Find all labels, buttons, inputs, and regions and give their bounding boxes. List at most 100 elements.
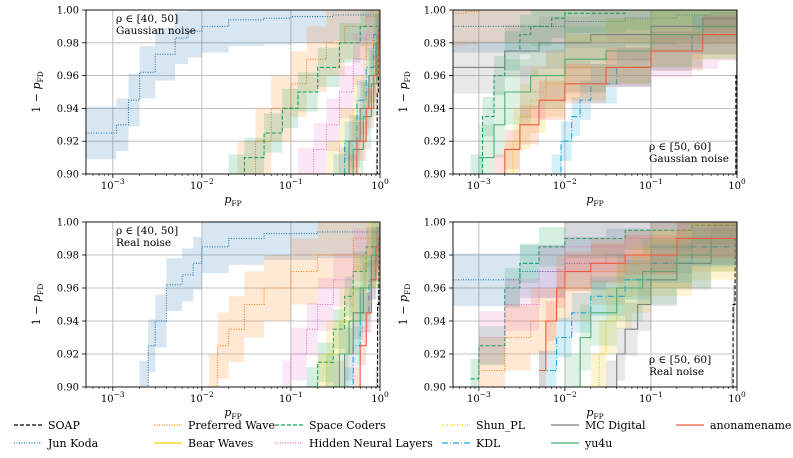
y-tick-label: 0.92: [57, 137, 79, 148]
x-axis-label: pFP: [224, 406, 241, 421]
y-tick-label: 0.92: [424, 137, 446, 148]
band-jun-koda: [453, 222, 737, 307]
series-hidden-neural-layers: [298, 10, 380, 174]
series-anonamename: [349, 10, 380, 174]
x-tick-label: 10−2: [553, 177, 577, 192]
legend-item-yu4u: yu4u: [551, 437, 612, 450]
axes-frame: [452, 9, 738, 175]
y-tick-label: 1.00: [424, 6, 446, 17]
legend-item-kdl: KDL: [442, 437, 501, 450]
band-preferred-wave: [208, 222, 380, 387]
band-kdl: [333, 10, 380, 174]
band-preferred-wave: [453, 10, 737, 47]
x-tick-label: 100: [728, 177, 746, 192]
series-mc-digital: [453, 10, 737, 68]
series-anonamename: [494, 10, 737, 174]
y-tick-label: 0.96: [424, 284, 446, 295]
series-jun-koda: [453, 10, 737, 27]
series-hidden-neural-layers: [519, 10, 737, 93]
plot-area: [86, 10, 380, 174]
y-tick-label: 0.90: [424, 383, 446, 394]
x-tick-label: 10−3: [101, 390, 125, 405]
series-shun-pl: [317, 222, 380, 387]
annotation-rho: ρ ∈ [40, 50]: [116, 13, 178, 25]
band-shun-pl: [317, 222, 380, 387]
legend-label: yu4u: [584, 437, 612, 450]
series-kdl: [333, 10, 380, 174]
y-tick-label: 0.92: [424, 350, 446, 361]
series-jun-koda: [86, 10, 380, 134]
y-tick-label: 0.96: [57, 71, 79, 82]
y-axis-label: 1 − pFD: [30, 71, 45, 112]
legend-label: anonamename: [710, 419, 791, 432]
y-tick-label: 0.94: [424, 104, 446, 115]
band-space-coders: [306, 222, 380, 387]
band-hidden-neural-layers: [297, 10, 380, 174]
legend-label: Space Coders: [309, 419, 386, 432]
band-yu4u: [564, 222, 737, 387]
series-yu4u: [326, 222, 380, 387]
legend-label: KDL: [476, 437, 501, 450]
x-tick-label: 10−1: [279, 390, 303, 405]
legend-label: Bear Waves: [188, 437, 254, 450]
legend-label: SOAP: [48, 419, 80, 432]
panel-bottom-left: 10−3 10−2 10−1 100 0.90 0.92 0.94 0.96 0.98 1.00 p…: [30, 218, 389, 422]
x-axis-label: pFP: [586, 193, 603, 208]
series-soap: [375, 222, 380, 387]
legend-item-space-coders: Space Coders: [275, 419, 386, 432]
y-tick-label: 1.00: [57, 218, 79, 229]
x-tick-label: 10−3: [101, 177, 125, 192]
y-axis-label: 1 − pFD: [397, 71, 412, 112]
series-kdl: [539, 222, 737, 372]
x-tick-label: 10−1: [639, 177, 663, 192]
panel-top-right: 10−3 10−2 10−1 100 0.90 0.92 0.94 0.96 0.98 1.00 p…: [397, 6, 746, 209]
series-anonamename: [539, 222, 737, 372]
band-jun-koda: [86, 10, 380, 160]
y-axis-label: 1 − pFD: [30, 284, 45, 325]
x-tick-label: 100: [371, 177, 389, 192]
annotation-rho: ρ ∈ [50, 60]: [649, 141, 711, 153]
x-tick-label: 10−2: [190, 390, 214, 405]
axes-frame: [452, 221, 738, 388]
y-tick-label: 0.90: [57, 383, 79, 394]
series-anonamename: [353, 222, 380, 387]
y-tick-label: 0.94: [57, 104, 79, 115]
series-hidden-neural-layers: [282, 222, 380, 387]
band-shun-pl: [326, 10, 380, 174]
band-mc-digital: [339, 10, 380, 174]
band-anonamename: [539, 222, 737, 387]
legend-item-bear-waves: Bear Waves: [154, 437, 254, 450]
series-hidden-neural-layers: [478, 222, 737, 339]
x-tick-label: 10−1: [279, 177, 303, 192]
axes-frame: [85, 221, 381, 388]
annotation-noise: Gaussian noise: [649, 153, 729, 165]
band-anonamename: [353, 222, 380, 387]
x-tick-label: 10−2: [553, 390, 577, 405]
y-tick-label: 0.98: [57, 251, 79, 262]
legend-item-soap: SOAP: [14, 419, 80, 432]
series-jun-koda: [139, 222, 380, 387]
series-shun-pl: [590, 222, 737, 387]
band-yu4u: [326, 222, 380, 387]
x-tick-label: 100: [728, 390, 746, 405]
legend-item-hidden-neural-layers: Hidden Neural Layers: [275, 437, 433, 450]
legend-label: MC Digital: [585, 419, 646, 432]
y-tick-label: 0.98: [57, 38, 79, 49]
band-hidden-neural-layers: [519, 10, 737, 119]
legend: SOAP Jun Koda Preferred Wave Bear Waves Spac…: [14, 419, 791, 450]
y-tick-label: 0.94: [424, 317, 446, 328]
y-tick-label: 0.92: [57, 350, 79, 361]
x-tick-label: 10−3: [467, 390, 491, 405]
series-space-coders: [470, 10, 737, 174]
legend-item-anonamename: anonamename: [676, 419, 791, 432]
axes-frame: [85, 9, 381, 175]
series-space-coders: [228, 10, 380, 174]
legend-label: Jun Koda: [47, 437, 99, 450]
x-axis-label: pFP: [224, 193, 241, 208]
legend-item-mc-digital: MC Digital: [551, 419, 646, 432]
x-tick-label: 10−1: [639, 390, 663, 405]
series-yu4u: [564, 222, 737, 387]
series-space-coders: [470, 222, 737, 380]
y-tick-label: 1.00: [424, 218, 446, 229]
plot-area: [139, 222, 380, 387]
